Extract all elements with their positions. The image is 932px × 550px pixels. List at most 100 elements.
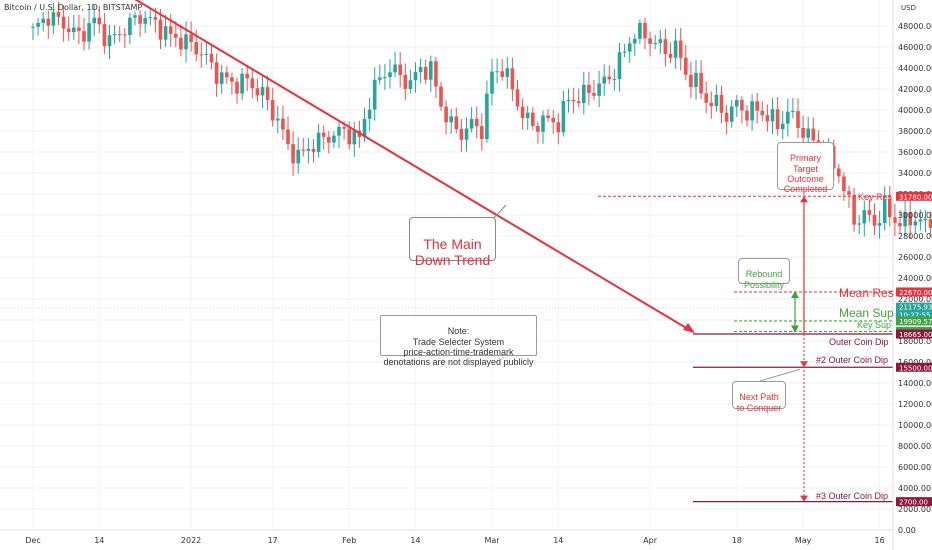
candle-body	[837, 168, 841, 177]
x-tick-label: 14	[410, 536, 420, 545]
outer-coin-dip-3-label: #3 Outer Coin Dip	[816, 491, 889, 501]
note-text: Note: Trade Selecter System price-action…	[383, 326, 534, 368]
candle-body	[383, 77, 387, 79]
candle-body	[270, 100, 275, 121]
y-tick-label: 44000.00	[898, 64, 932, 73]
next-path-callout: Next Path to Conquer	[732, 381, 786, 413]
y-tick-label: 22000.00	[898, 295, 932, 304]
candle-body	[143, 17, 147, 24]
candle-body	[449, 116, 453, 123]
candle-body	[255, 88, 260, 96]
candle-body	[311, 148, 316, 152]
candle-body	[811, 128, 816, 141]
candle-body	[403, 74, 408, 89]
candle-body	[82, 31, 86, 42]
note-callout: Note: Trade Selecter System price-action…	[380, 315, 537, 367]
candle-body	[260, 87, 265, 96]
candle-body	[872, 214, 877, 226]
x-tick-label: 14	[553, 536, 563, 545]
candle-body	[908, 212, 912, 226]
key-res-label: Key Res	[858, 192, 893, 202]
y-tick-label: 4000.00	[898, 484, 931, 493]
next-path-arrowhead-2	[800, 495, 808, 502]
y-tick-label: 30000.00	[898, 211, 932, 220]
candle-body	[750, 101, 754, 121]
candle-body	[551, 117, 555, 123]
candle-body	[153, 17, 158, 20]
candle-body	[546, 115, 550, 118]
rebound-arrowhead	[791, 290, 799, 298]
candle-body	[602, 76, 606, 84]
candle-body	[495, 71, 499, 73]
y-tick-label: 36000.00	[898, 148, 932, 157]
candle-body	[219, 72, 224, 84]
next-path-text: Next Path to Conquer	[736, 392, 782, 413]
candle-body	[56, 12, 61, 17]
candle-body	[867, 210, 872, 215]
candle-body	[842, 176, 846, 192]
candle-body	[444, 106, 448, 123]
candle-body	[566, 99, 571, 102]
candle-body	[658, 39, 663, 43]
candle-body	[66, 28, 71, 33]
candle-body	[245, 73, 249, 79]
candle-body	[362, 118, 367, 137]
x-tick-label: Mar	[484, 536, 500, 545]
candle-body	[342, 126, 346, 129]
outer-coin-dip-badge-text: 18665.00	[899, 331, 932, 339]
candle-body	[735, 100, 739, 107]
candle-body	[41, 18, 45, 23]
candle-body	[663, 39, 668, 55]
candle-body	[194, 42, 198, 55]
price-axis[interactable]: 0.00 2000.00 4000.00 6000.00 8000.00 10000.00…	[892, 0, 932, 550]
outer-coin-dip-badge	[896, 329, 932, 339]
candle-body	[276, 118, 280, 121]
candle-body	[852, 194, 856, 225]
down-trendline	[134, 0, 695, 334]
candle-body	[714, 94, 719, 107]
candle-body	[857, 223, 861, 225]
outer-coin-dip-3-badge-text: 2700.00	[899, 499, 928, 507]
trendline-arrowhead	[683, 323, 695, 334]
candle-body	[515, 89, 520, 107]
candle-body	[225, 72, 229, 78]
rebound-callout: Rebound Possibility	[738, 258, 790, 290]
next-path-pointer	[759, 368, 801, 382]
candle-body	[525, 112, 530, 119]
candle-body	[709, 102, 714, 107]
candle-body	[684, 57, 688, 75]
candle-body	[775, 109, 780, 130]
y-tick-label: 12000.00	[898, 400, 932, 409]
candle-body	[801, 127, 805, 138]
candle-body	[786, 111, 790, 124]
y-tick-label: 28000.00	[898, 232, 932, 241]
candle-body	[755, 101, 759, 111]
candle-body	[587, 84, 591, 93]
candle-body	[158, 19, 163, 40]
x-tick-label: 17	[268, 536, 278, 545]
countdown-text: 10:27:55	[899, 312, 930, 320]
candle-body	[46, 18, 51, 26]
y-tick-label: 48000.00	[898, 22, 932, 31]
outer-coin-dip-3-badge	[896, 497, 932, 507]
x-tick-label: Apr	[643, 536, 658, 545]
candle-body	[337, 126, 341, 136]
candle-body	[87, 23, 91, 42]
time-axis[interactable]: Dec14202217Feb14Mar14Apr18May16Jun14Jul1…	[0, 529, 932, 545]
primary-target-text: Primary Target Outcome Completed	[783, 153, 828, 195]
candle-body	[653, 42, 657, 44]
mean-sup-badge-text: 19909.57	[899, 318, 932, 326]
candle-body	[607, 76, 612, 80]
candle-body	[918, 219, 923, 222]
candle-body	[31, 26, 35, 28]
candle-body	[332, 135, 336, 143]
target-arrowhead	[800, 196, 808, 203]
candle-body	[112, 34, 117, 36]
candle-body	[72, 27, 76, 33]
last-price-text: 21175.93	[899, 304, 932, 312]
candle-body	[877, 223, 882, 226]
candle-body	[729, 106, 734, 122]
y-tick-label: 26000.00	[898, 253, 932, 262]
candle-body	[760, 110, 765, 116]
